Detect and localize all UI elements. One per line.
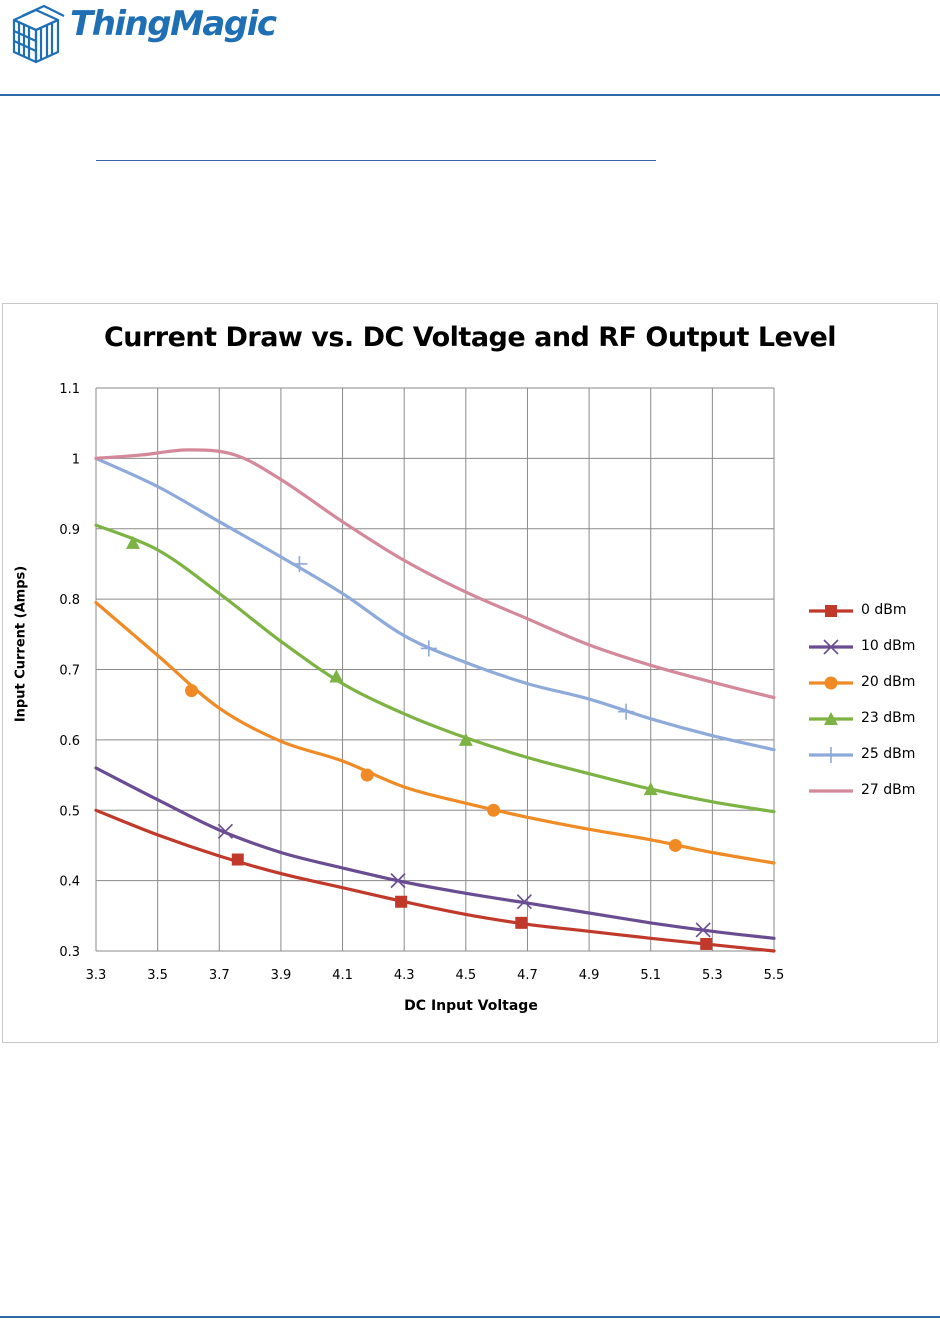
x-tick-label: 5.1 [640,968,661,983]
x-axis-label: DC Input Voltage [404,998,538,1014]
x-tick-label: 5.5 [764,968,785,983]
legend-item-20-dbm: 20 dBm [803,673,933,709]
legend-marker-10-dbm [823,639,839,655]
data-point-25-dbm [291,555,308,572]
data-point-25-dbm [420,640,437,657]
data-point-10-dbm [390,873,406,889]
legend-label: 25 dBm [861,746,916,762]
legend-label: 27 dBm [861,782,916,798]
data-point-23-dbm [643,782,658,796]
legend-swatch-0-dbm [809,605,853,617]
data-point-0-dbm [395,895,408,908]
x-tick-label: 4.3 [394,968,415,983]
legend-swatch-27-dbm [809,789,853,793]
legend-item-23-dbm: 23 dBm [803,709,933,745]
x-tick-label: 5.3 [702,968,723,983]
legend-item-25-dbm: 25 dBm [803,745,933,781]
data-point-23-dbm [458,732,473,746]
line-chart: 3.3 3.5 3.7 3.9 4.1 4.3 4.5 4.7 4.9 5.1 5.3 5.5 0.3… [59,382,785,983]
page-header: ThingMagic [0,0,940,96]
legend-marker-20-dbm [824,676,838,690]
x-tick-label: 4.5 [455,968,476,983]
data-point-0-dbm [231,853,244,866]
data-point-20-dbm [487,803,501,817]
legend-label: 23 dBm [861,710,916,726]
chart-series-lines [94,448,776,953]
x-tick-label: 3.7 [209,968,230,983]
thingmagic-logo-icon [12,4,65,64]
legend-item-0-dbm: 0 dBm [803,601,933,637]
y-tick-label: 0.4 [59,875,80,890]
legend-swatch-23-dbm [809,712,853,725]
chart-grid [95,387,775,952]
legend-item-10-dbm: 10 dBm [803,637,933,673]
legend-item-27-dbm: 27 dBm [803,781,933,817]
data-point-25-dbm [618,703,635,720]
data-point-23-dbm [125,535,140,549]
series-line-20-dbm [94,601,776,865]
legend-marker-25-dbm [823,747,839,763]
legend-label: 10 dBm [861,638,916,654]
data-point-10-dbm [217,823,234,839]
x-tick-label: 4.9 [579,968,600,983]
y-axis-ticks: 0.3 0.4 0.5 0.6 0.7 0.8 0.9 1 1.1 [59,382,80,960]
legend-label: 20 dBm [861,674,916,690]
y-tick-label: 0.9 [59,523,80,538]
x-tick-label: 3.3 [86,968,107,983]
data-point-20-dbm [185,684,199,698]
x-axis-ticks: 3.3 3.5 3.7 3.9 4.1 4.3 4.5 4.7 4.9 5.1 5.3 5.5 [86,968,785,983]
y-tick-label: 0.8 [59,593,80,608]
legend-swatch-20-dbm [809,676,853,690]
header-divider [0,94,940,96]
legend-marker-0-dbm [825,605,837,617]
footer-divider [0,1316,940,1318]
y-tick-label: 1.1 [59,382,80,397]
y-tick-label: 1 [72,452,80,467]
series-line-27-dbm [94,448,776,700]
series-line-25-dbm [94,456,776,752]
data-point-0-dbm [515,916,528,929]
legend-swatch-25-dbm [809,747,853,763]
chart-legend: 0 dBm 10 dBm 20 dBm 23 dBm 25 dBm 27 dBm [803,601,933,817]
y-tick-label: 0.5 [59,804,80,819]
data-point-20-dbm [360,768,374,782]
series-line-10-dbm [94,766,776,940]
data-point-23-dbm [329,669,344,683]
y-tick-label: 0.7 [59,664,80,679]
x-tick-label: 3.5 [147,968,168,983]
logo-wordmark: ThingMagic [70,4,277,44]
y-tick-label: 0.6 [59,734,80,749]
y-axis-label: Input Current (Amps) [13,565,29,723]
heading-underline [96,160,656,161]
data-point-10-dbm [695,922,711,938]
chart-series-markers [125,535,713,950]
series-line-23-dbm [94,523,776,814]
legend-marker-23-dbm [824,712,838,725]
x-tick-label: 4.7 [517,968,538,983]
y-tick-label: 0.3 [59,945,80,960]
chart-container: 3.3 3.5 3.7 3.9 4.1 4.3 4.5 4.7 4.9 5.1 5.3 5.5 0.3… [2,303,938,1043]
data-point-10-dbm [516,894,532,910]
x-tick-label: 4.1 [332,968,353,983]
data-point-0-dbm [700,937,713,950]
data-point-20-dbm [668,838,682,852]
series-line-0-dbm [94,808,776,953]
legend-swatch-10-dbm [809,639,853,655]
chart-title: Current Draw vs. DC Voltage and RF Outpu… [103,322,837,353]
x-tick-label: 3.9 [271,968,292,983]
legend-label: 0 dBm [861,602,907,618]
